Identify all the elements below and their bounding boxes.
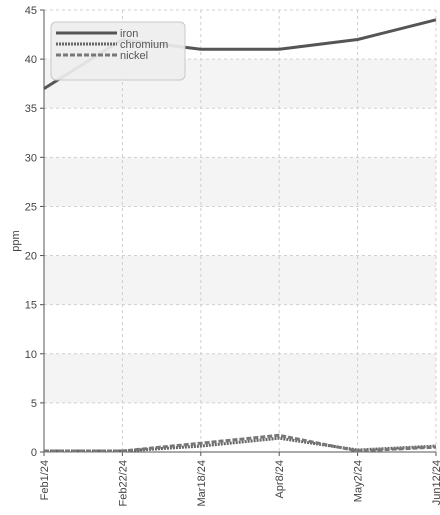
y-axis-label: ppm (10, 230, 22, 251)
y-axis-ticks: 0 5 10 15 20 25 30 35 40 45 (25, 5, 44, 459)
grid-band (44, 157, 436, 207)
y-tick-label: 0 (31, 447, 37, 459)
plot-background-bands (44, 59, 436, 403)
legend-label-chromium: chromium (120, 39, 168, 51)
y-tick-label: 40 (25, 54, 37, 66)
series-line-nickel (44, 433, 437, 453)
y-tick-label: 10 (25, 349, 37, 361)
legend-label-nickel: nickel (120, 50, 148, 62)
grid-band (44, 353, 436, 403)
x-tick-label: Apr8/24 (274, 460, 286, 499)
y-tick-label: 45 (25, 5, 37, 17)
x-tick-label: Feb1/24 (39, 460, 51, 500)
x-tick-label: Feb22/24 (117, 460, 129, 506)
legend-label-iron: iron (120, 28, 138, 40)
y-tick-label: 35 (25, 103, 37, 115)
x-tick-label: May2/24 (353, 460, 365, 502)
y-tick-label: 20 (25, 251, 37, 263)
x-axis-ticks: Feb1/24 Feb22/24 Mar18/24 Apr8/24 May2/24 Jun… (39, 452, 440, 506)
grid-band (44, 255, 436, 305)
x-tick-label: Mar18/24 (196, 460, 208, 506)
y-tick-label: 30 (25, 152, 37, 164)
y-tick-label: 15 (25, 300, 37, 312)
legend-box (50, 21, 186, 81)
x-tick-label: Jun12/24 (431, 460, 440, 505)
y-tick-label: 5 (31, 398, 37, 410)
y-tick-label: 25 (25, 201, 37, 213)
